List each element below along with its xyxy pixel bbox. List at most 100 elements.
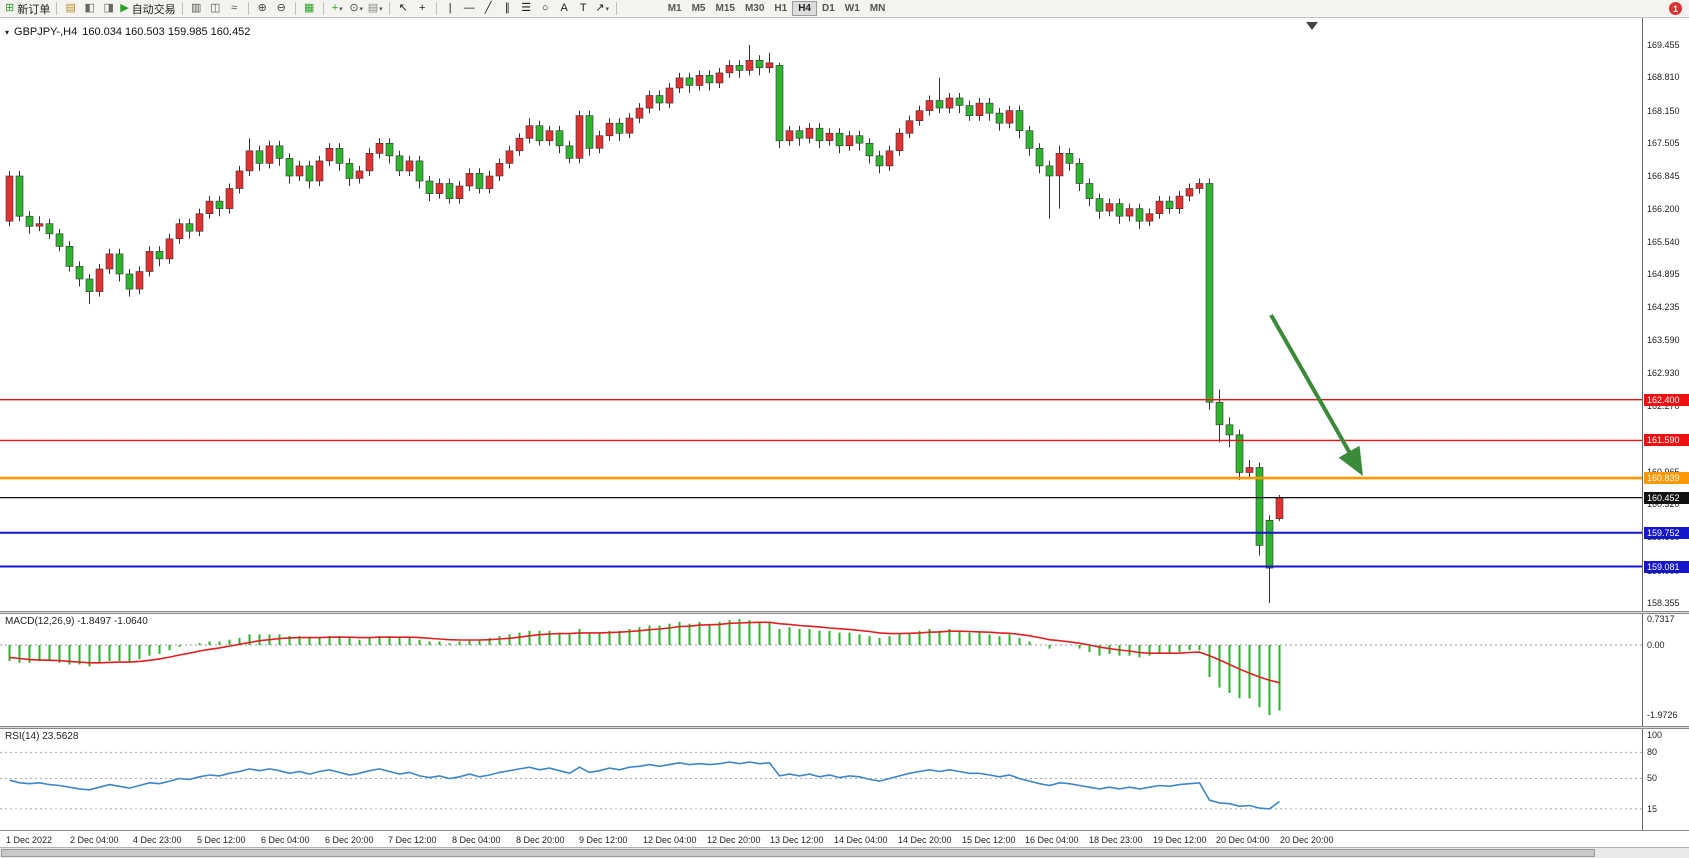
- price-tick-label: 166.845: [1647, 171, 1680, 181]
- periods-button[interactable]: ⊙ ▾: [347, 1, 366, 17]
- candles-layer: [5, 45, 1284, 603]
- price-tick-label: 168.810: [1647, 72, 1680, 82]
- timeframe-d1-button[interactable]: D1: [822, 3, 835, 14]
- ohlc-label: 160.034 160.503 159.985 160.452: [82, 26, 251, 38]
- rsi-panel: 100 80 50 15 RSI(14) 23.5628: [0, 729, 1689, 830]
- chart-shift-marker[interactable]: [1306, 22, 1318, 30]
- fibonacci-icon: ☰: [521, 2, 532, 14]
- timeframe-h4-button[interactable]: H4: [792, 1, 817, 16]
- market-watch-button[interactable]: ◧: [80, 1, 99, 17]
- fibonacci-button[interactable]: ☰: [517, 1, 536, 17]
- time-axis-label: 9 Dec 12:00: [579, 835, 628, 845]
- indicators-button[interactable]: + ▾: [328, 1, 347, 17]
- timeframe-m5-button[interactable]: M5: [691, 3, 706, 14]
- vertical-line-button[interactable]: |: [441, 1, 460, 17]
- timeframe-mn-button[interactable]: MN: [869, 3, 886, 14]
- time-axis-label: 14 Dec 20:00: [898, 835, 952, 845]
- arrows-button[interactable]: ↗ ▾: [593, 1, 612, 17]
- crosshair-button[interactable]: +: [413, 1, 432, 17]
- time-axis-label: 7 Dec 12:00: [388, 835, 437, 845]
- bar-chart-button[interactable]: ▥: [187, 1, 206, 17]
- tile-windows-icon: ▦: [303, 2, 315, 14]
- rsi-plot[interactable]: [0, 729, 1642, 830]
- cursor-button[interactable]: ↖: [394, 1, 413, 17]
- panel-splitter[interactable]: [0, 611, 1689, 614]
- time-axis-label: 16 Dec 04:00: [1025, 835, 1079, 845]
- panel-splitter[interactable]: [0, 726, 1689, 729]
- time-axis-label: 12 Dec 20:00: [707, 835, 761, 845]
- toolbar-separator: [322, 2, 324, 15]
- time-axis-label: 18 Dec 23:00: [1089, 835, 1143, 845]
- timeframe-m30-button[interactable]: M30: [744, 3, 765, 14]
- zoom-out-icon: ⊖: [276, 2, 286, 14]
- zoom-in-button[interactable]: ⊕: [253, 1, 272, 17]
- horizontal-line-icon: —: [463, 2, 475, 14]
- rsi-axis[interactable]: 100 80 50 15: [1642, 729, 1689, 830]
- indicator-axis-label: 100: [1647, 730, 1663, 740]
- price-tick-label: 168.150: [1647, 106, 1680, 116]
- chart-window-icon: ▤: [65, 2, 76, 14]
- price-tick-label: 162.270: [1647, 401, 1680, 411]
- data-window-button[interactable]: ◨: [99, 1, 118, 17]
- dropdown-caret-icon: ▾: [379, 5, 383, 13]
- text-button[interactable]: A: [555, 1, 574, 17]
- price-level-badge: 160.839: [1644, 472, 1689, 484]
- time-axis-label: 8 Dec 20:00: [516, 835, 565, 845]
- price-tick-label: 162.930: [1647, 368, 1680, 378]
- price-level-badge: 160.452: [1644, 492, 1689, 504]
- dropdown-caret-icon: ▾: [605, 5, 610, 13]
- time-axis-label: 19 Dec 12:00: [1153, 835, 1207, 845]
- text-icon: A: [560, 2, 568, 14]
- scrollbar-thumb[interactable]: [1, 849, 1595, 857]
- timeframe-m15-button[interactable]: M15: [715, 3, 735, 14]
- collapse-triangle-icon[interactable]: ▾: [5, 27, 10, 37]
- timeframe-toolbar: M1 M5 M15 M30 H1 H4 D1 W1 MN: [663, 1, 891, 16]
- rsi-line: [9, 761, 1280, 810]
- line-chart-button[interactable]: ≈: [225, 1, 244, 17]
- channel-button[interactable]: ∥: [498, 1, 517, 17]
- timeframe-h1-button[interactable]: H1: [774, 3, 788, 14]
- price-tick-label: 163.590: [1647, 335, 1680, 345]
- vertical-line-icon: |: [448, 2, 452, 14]
- shapes-icon: ○: [541, 2, 549, 14]
- macd-plot[interactable]: [0, 614, 1642, 726]
- time-axis[interactable]: 1 Dec 2022 2 Dec 04:00 4 Dec 23:00 5 Dec 12…: [0, 830, 1689, 847]
- dropdown-caret-icon: ▾: [359, 5, 364, 13]
- time-axis-label: 14 Dec 04:00: [834, 835, 888, 845]
- time-axis-label: 12 Dec 04:00: [643, 835, 697, 845]
- candlestick-chart-button[interactable]: ◫: [206, 1, 225, 17]
- chart-window-button[interactable]: ▤: [61, 1, 80, 17]
- price-tick-label: 167.505: [1647, 138, 1680, 148]
- tile-windows-button[interactable]: ▦: [300, 1, 319, 17]
- label-button[interactable]: T: [574, 1, 593, 17]
- time-axis-label: 1 Dec 2022: [6, 835, 53, 845]
- time-axis-label: 6 Dec 04:00: [261, 835, 310, 845]
- indicators-icon: +: [331, 2, 339, 14]
- trend-arrow-annotation[interactable]: [1269, 314, 1363, 476]
- auto-trading-button[interactable]: ▶ 自动交易: [118, 1, 177, 17]
- price-tick-label: 165.540: [1647, 237, 1680, 247]
- notification-badge[interactable]: 1: [1669, 2, 1682, 15]
- horizontal-scrollbar[interactable]: [0, 847, 1689, 858]
- time-axis-label: 4 Dec 23:00: [133, 835, 182, 845]
- toolbar-separator: [56, 2, 58, 15]
- macd-panel: 0.7317 0.00 -1.9726 MACD(12,26,9) -1.8497 …: [0, 614, 1689, 726]
- new-order-button[interactable]: ⊞ 新订单: [3, 1, 52, 17]
- price-level-badge: 159.081: [1644, 561, 1689, 573]
- price-axis[interactable]: 169.455 168.810 168.150 167.505 166.845 166.2…: [1642, 18, 1689, 611]
- symbol-label: GBPJPY-,H4: [14, 26, 78, 38]
- macd-axis[interactable]: 0.7317 0.00 -1.9726: [1642, 614, 1689, 726]
- shapes-button[interactable]: ○: [536, 1, 555, 17]
- main-chart-plot[interactable]: [0, 18, 1642, 611]
- horizontal-line-button[interactable]: —: [460, 1, 479, 17]
- zoom-out-button[interactable]: ⊖: [272, 1, 291, 17]
- time-axis-label: 20 Dec 04:00: [1216, 835, 1270, 845]
- templates-button[interactable]: ▤ ▾: [366, 1, 385, 17]
- trendline-button[interactable]: ╱: [479, 1, 498, 17]
- bar-chart-icon: ▥: [190, 2, 202, 14]
- timeframe-m1-button[interactable]: M1: [667, 3, 682, 14]
- macd-label: MACD(12,26,9) -1.8497 -1.0640: [5, 616, 148, 627]
- timeframe-w1-button[interactable]: W1: [844, 3, 860, 14]
- price-tick-label: 158.355: [1647, 598, 1680, 608]
- time-axis-label: 2 Dec 04:00: [70, 835, 119, 845]
